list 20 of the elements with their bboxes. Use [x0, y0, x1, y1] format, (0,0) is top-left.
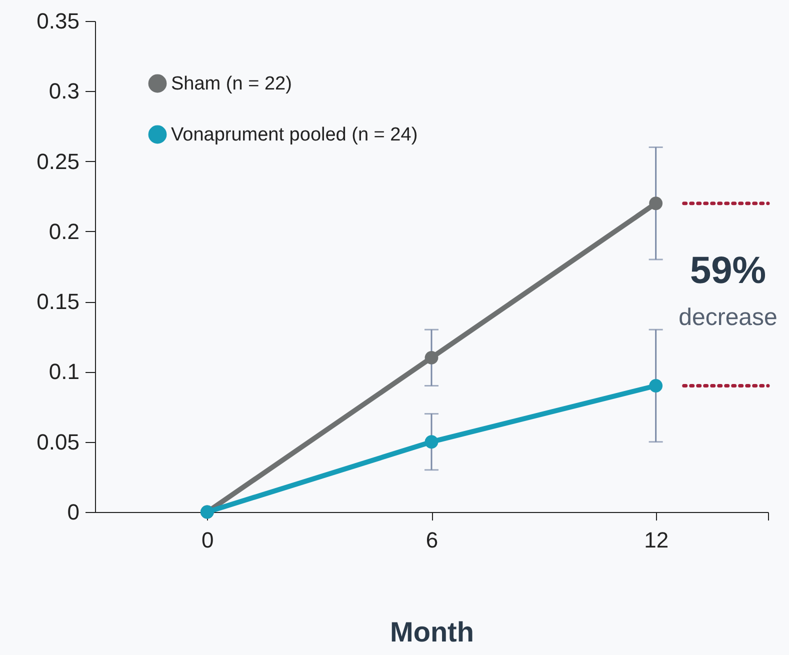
- y-tick-label: 0.3: [48, 78, 80, 104]
- x-tick-label: 0: [202, 528, 214, 552]
- point: [649, 196, 663, 210]
- x-tick-label: 12: [644, 528, 669, 552]
- y-tick-label: 0.15: [36, 289, 80, 314]
- y-tick-label: 0.35: [36, 8, 80, 34]
- y-tick-label: 0: [67, 500, 80, 524]
- legend-label: Vonaprument pooled (n = 24): [171, 124, 418, 146]
- y-tick-label: 0.25: [36, 148, 80, 174]
- legend-label: Sham (n = 22): [171, 74, 292, 94]
- annotation: decrease: [678, 304, 778, 331]
- y-tick-label: 0.2: [48, 218, 80, 244]
- annotation: 59%: [690, 250, 766, 292]
- y-tick-label: 0.05: [36, 429, 80, 454]
- y-tick-label: 0.1: [48, 359, 80, 384]
- x-axis-title: Month: [390, 616, 474, 648]
- point: [424, 350, 438, 364]
- x-tick-label: 6: [426, 528, 438, 552]
- point: [649, 379, 663, 392]
- point: [424, 435, 438, 449]
